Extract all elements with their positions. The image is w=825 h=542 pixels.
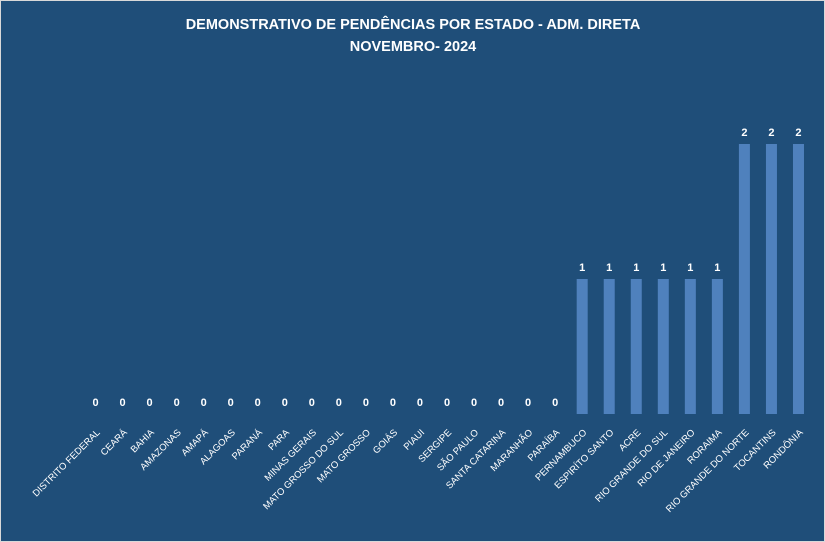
data-label: 0: [363, 397, 369, 409]
data-label: 0: [92, 397, 98, 409]
bar: [657, 279, 669, 414]
chart-subtitle: NOVEMBRO- 2024: [350, 39, 477, 55]
data-label: 0: [444, 397, 450, 409]
data-label: 0: [471, 397, 477, 409]
data-label: 0: [336, 397, 342, 409]
data-label: 0: [552, 397, 558, 409]
data-label: 0: [525, 397, 531, 409]
data-label: 0: [119, 397, 125, 409]
data-label: 1: [579, 262, 585, 274]
bar: [765, 144, 777, 414]
data-label: 0: [282, 397, 288, 409]
data-label: 0: [390, 397, 396, 409]
bar: [630, 279, 642, 414]
data-label: 0: [174, 397, 180, 409]
data-label: 2: [795, 127, 801, 139]
data-label: 1: [714, 262, 720, 274]
category-label: CEARÁ: [99, 427, 130, 458]
data-label: 0: [228, 397, 234, 409]
data-label: 1: [660, 262, 666, 274]
data-label: 0: [309, 397, 315, 409]
data-label: 0: [255, 397, 261, 409]
bar: [711, 279, 723, 414]
value-labels-group: 0 0 0 0 0 0 0 0 0 0 0 0 0 0 0 0 0 0 1 1 1 1 1 1 2 2 2: [92, 127, 801, 409]
data-label: 1: [606, 262, 612, 274]
data-label: 2: [768, 127, 774, 139]
bars-group: [576, 144, 804, 414]
data-label: 0: [417, 397, 423, 409]
category-label: PIAUI: [402, 427, 427, 452]
bar: [792, 144, 804, 414]
category-label: PARANÁ: [230, 427, 265, 462]
data-label: 0: [147, 397, 153, 409]
bar: [576, 279, 588, 414]
chart-title: DEMONSTRATIVO DE PENDÊNCIAS POR ESTADO -…: [186, 15, 641, 33]
data-label: 2: [741, 127, 747, 139]
data-label: 0: [201, 397, 207, 409]
category-label: GOIÁS: [371, 427, 400, 456]
bar: [603, 279, 615, 414]
category-label: DISTRITO FEDERAL: [31, 427, 103, 499]
bar: [738, 144, 750, 414]
data-label: 0: [498, 397, 504, 409]
data-label: 1: [633, 262, 639, 274]
data-label: 1: [687, 262, 693, 274]
bar: [684, 279, 696, 414]
